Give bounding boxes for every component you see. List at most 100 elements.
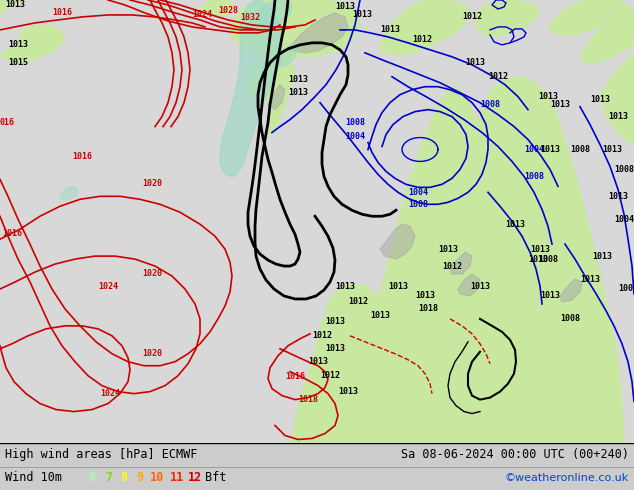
Text: 1012: 1012 (462, 12, 482, 22)
Polygon shape (265, 53, 295, 129)
Text: 1012: 1012 (312, 331, 332, 341)
Text: 1013: 1013 (608, 112, 628, 121)
Text: 1013: 1013 (580, 274, 600, 284)
Text: 1012: 1012 (412, 35, 432, 45)
Text: 1013: 1013 (590, 95, 610, 104)
Text: 1013: 1013 (465, 58, 485, 67)
Text: Bft: Bft (205, 471, 226, 484)
Text: 12: 12 (188, 471, 202, 484)
Polygon shape (600, 50, 634, 145)
Text: 1013: 1013 (505, 220, 525, 229)
Text: 1008: 1008 (345, 118, 365, 127)
Text: 1013: 1013 (602, 145, 622, 154)
Text: 1008: 1008 (480, 100, 500, 109)
Text: 1008: 1008 (618, 285, 634, 294)
Text: 1012: 1012 (488, 72, 508, 81)
Polygon shape (430, 284, 462, 354)
Polygon shape (300, 87, 560, 443)
Polygon shape (290, 284, 385, 443)
Polygon shape (450, 252, 472, 274)
Text: 1013: 1013 (325, 318, 345, 326)
Text: 1013: 1013 (325, 344, 345, 353)
Text: 1013: 1013 (470, 281, 490, 291)
Text: 1016: 1016 (2, 229, 22, 238)
Polygon shape (475, 0, 540, 35)
Polygon shape (458, 274, 480, 296)
Text: 1008: 1008 (614, 165, 634, 174)
Text: 1013: 1013 (415, 292, 435, 300)
Text: 1015: 1015 (8, 58, 28, 67)
Text: 1016: 1016 (72, 152, 92, 161)
Polygon shape (230, 0, 360, 57)
Text: 6: 6 (88, 471, 95, 484)
Polygon shape (0, 25, 65, 63)
Polygon shape (380, 0, 470, 55)
Polygon shape (18, 25, 48, 40)
Text: 1012: 1012 (320, 371, 340, 380)
Polygon shape (275, 13, 340, 63)
Text: 1013: 1013 (335, 2, 355, 11)
Text: 8: 8 (120, 471, 127, 484)
Text: 1013: 1013 (608, 192, 628, 201)
Text: Sa 08-06-2024 00:00 UTC (00+240): Sa 08-06-2024 00:00 UTC (00+240) (401, 448, 629, 461)
Text: 1024: 1024 (192, 10, 212, 19)
Polygon shape (480, 15, 512, 37)
Text: 1016: 1016 (52, 8, 72, 17)
Text: 1004: 1004 (614, 215, 634, 224)
Text: 1032: 1032 (240, 13, 260, 22)
Polygon shape (278, 43, 298, 67)
Text: High wind areas [hPa] ECMWF: High wind areas [hPa] ECMWF (5, 448, 197, 461)
Text: 1012: 1012 (348, 297, 368, 306)
Text: 1018: 1018 (298, 394, 318, 404)
Text: 1013: 1013 (528, 255, 548, 264)
Text: 11: 11 (170, 471, 184, 484)
Text: 1013: 1013 (592, 251, 612, 261)
Text: 1013: 1013 (540, 145, 560, 154)
Text: 1008: 1008 (524, 172, 544, 181)
Text: 7: 7 (105, 471, 112, 484)
Polygon shape (220, 0, 282, 176)
Text: 1016: 1016 (285, 372, 305, 381)
Text: 1013: 1013 (288, 88, 308, 97)
Polygon shape (460, 77, 624, 443)
Text: 1013: 1013 (370, 312, 390, 320)
Text: 1013: 1013 (308, 357, 328, 366)
Text: 1013: 1013 (335, 281, 355, 291)
Text: Wind 10m: Wind 10m (5, 471, 62, 484)
Text: 1004: 1004 (524, 145, 544, 154)
Text: 10: 10 (150, 471, 164, 484)
Polygon shape (198, 0, 235, 17)
Text: 1020: 1020 (142, 349, 162, 358)
Polygon shape (550, 0, 630, 35)
Text: 1013: 1013 (550, 100, 570, 109)
Polygon shape (270, 0, 360, 57)
Text: 1013: 1013 (438, 245, 458, 254)
Text: 1013: 1013 (352, 10, 372, 20)
Polygon shape (0, 0, 25, 15)
Polygon shape (560, 279, 582, 302)
Text: 1013: 1013 (288, 75, 308, 84)
Text: 1020: 1020 (142, 179, 162, 188)
Text: 1013: 1013 (538, 92, 558, 101)
Text: 1020: 1020 (142, 269, 162, 278)
Text: 1013: 1013 (540, 292, 560, 300)
Polygon shape (245, 60, 272, 97)
Text: 016: 016 (0, 118, 15, 126)
Text: 1004: 1004 (408, 188, 428, 197)
Polygon shape (60, 186, 78, 200)
Polygon shape (258, 0, 292, 27)
Text: 1013: 1013 (8, 40, 28, 49)
Text: ©weatheronline.co.uk: ©weatheronline.co.uk (505, 473, 629, 483)
Text: 1008: 1008 (408, 200, 428, 209)
Text: 1013: 1013 (5, 0, 25, 9)
Text: 1013: 1013 (380, 25, 400, 34)
Text: 1024: 1024 (98, 282, 118, 291)
Text: 1028: 1028 (218, 6, 238, 15)
Text: 1013: 1013 (338, 387, 358, 396)
Text: 1024: 1024 (100, 389, 120, 397)
Text: 1008: 1008 (560, 315, 580, 323)
Text: 1008: 1008 (538, 255, 558, 264)
Text: 1013: 1013 (388, 281, 408, 291)
Text: 9: 9 (136, 471, 143, 484)
Polygon shape (580, 7, 634, 63)
